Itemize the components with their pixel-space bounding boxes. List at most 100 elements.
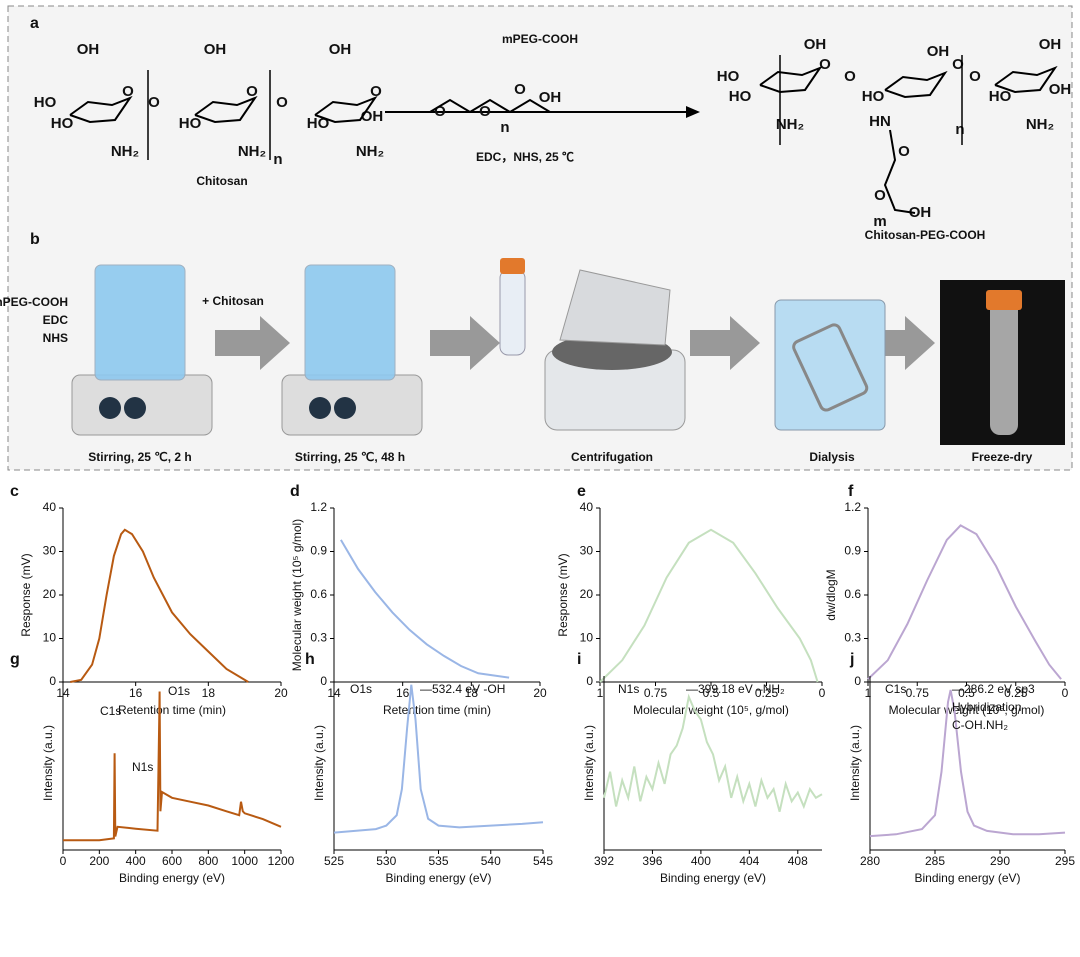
y-tick-label: 40 bbox=[43, 500, 57, 514]
centrifuge bbox=[499, 258, 686, 431]
x-axis-label: Binding energy (eV) bbox=[385, 871, 491, 885]
x-tick-label: 16 bbox=[396, 686, 410, 700]
y-tick-label: 1.2 bbox=[844, 500, 861, 514]
x-tick-label: 18 bbox=[465, 686, 479, 700]
data-line bbox=[333, 684, 544, 834]
data-line bbox=[869, 689, 1066, 838]
atom-label: HO bbox=[729, 88, 752, 105]
y-tick-label: 0 bbox=[320, 674, 327, 688]
x-axis-label: Molecular weight (10⁵, g/mol) bbox=[889, 703, 1045, 717]
atom-label: OH bbox=[361, 108, 384, 125]
y-tick-label: 0.9 bbox=[310, 544, 327, 558]
y-axis-label: Molecular weight (10⁵ g/mol) bbox=[290, 519, 304, 671]
atom-label: O bbox=[969, 68, 981, 85]
atom-label: n bbox=[500, 119, 509, 136]
x-tick-label: 545 bbox=[533, 854, 553, 868]
y-tick-label: 10 bbox=[580, 631, 594, 645]
data-line bbox=[70, 528, 249, 683]
atom-label: O bbox=[122, 83, 134, 100]
atom-label: O bbox=[844, 68, 856, 85]
atom-label: OH bbox=[804, 36, 827, 53]
x-tick-label: 396 bbox=[642, 854, 662, 868]
x-tick-label: 400 bbox=[691, 854, 711, 868]
annotation: N1s bbox=[618, 682, 639, 696]
atom-label: n bbox=[273, 151, 282, 168]
sugar-ring bbox=[994, 65, 1058, 94]
y-tick-label: 0.6 bbox=[844, 587, 861, 601]
y-tick-label: 20 bbox=[43, 587, 57, 601]
x-tick-label: 0.25 bbox=[755, 686, 779, 700]
y-axis-label: Intensity (a.u.) bbox=[848, 725, 862, 801]
reagent-label: EDC bbox=[43, 313, 69, 327]
panel-label: e bbox=[577, 483, 586, 500]
x-tick-label: 1000 bbox=[231, 854, 258, 868]
y-axis-label: Response (mV) bbox=[556, 553, 570, 636]
y-axis-label: Intensity (a.u.) bbox=[312, 725, 326, 801]
reactant-label: Chitosan bbox=[196, 174, 247, 188]
annotation: Hybridization bbox=[952, 700, 1021, 714]
panel-label: h bbox=[305, 651, 315, 668]
panel-label: d bbox=[290, 483, 300, 500]
x-tick-label: 404 bbox=[739, 854, 759, 868]
atom-label: NH₂ bbox=[111, 143, 139, 160]
y-tick-label: 0 bbox=[49, 674, 56, 688]
x-tick-label: 20 bbox=[533, 686, 547, 700]
panel-label: a bbox=[30, 15, 39, 32]
x-axis-label: Binding energy (eV) bbox=[119, 871, 225, 885]
y-tick-label: 10 bbox=[43, 631, 57, 645]
atom-label: OH bbox=[539, 89, 562, 106]
x-tick-label: 0.5 bbox=[958, 686, 975, 700]
x-tick-label: 535 bbox=[428, 854, 448, 868]
x-axis-label: Retention time (min) bbox=[118, 703, 226, 717]
x-tick-label: 20 bbox=[274, 686, 288, 700]
y-tick-label: 30 bbox=[580, 544, 594, 558]
x-tick-label: 0.25 bbox=[1004, 686, 1028, 700]
atom-label: O bbox=[514, 81, 526, 98]
atom-label: HO bbox=[862, 88, 885, 105]
y-tick-label: 0.3 bbox=[844, 631, 861, 645]
x-axis-label: Binding energy (eV) bbox=[914, 871, 1020, 885]
step-label: Freeze-dry bbox=[972, 450, 1033, 464]
atom-label: O bbox=[874, 187, 886, 204]
panel-label: g bbox=[10, 651, 20, 668]
atom-label: HO bbox=[307, 115, 330, 132]
atom-label: m bbox=[873, 213, 886, 230]
atom-label: HO bbox=[51, 115, 74, 132]
step-label: Stirring, 25 ℃, 2 h bbox=[88, 450, 192, 464]
x-tick-label: 530 bbox=[376, 854, 396, 868]
y-tick-label: 30 bbox=[43, 544, 57, 558]
x-tick-label: 540 bbox=[481, 854, 501, 868]
sugar-ring bbox=[194, 95, 258, 124]
atom-label: OH bbox=[909, 204, 932, 221]
y-tick-label: 0.3 bbox=[310, 631, 327, 645]
atom-label: n bbox=[955, 121, 964, 138]
y-tick-label: 0 bbox=[586, 674, 593, 688]
x-tick-label: 290 bbox=[990, 854, 1010, 868]
reagent-label: NHS bbox=[43, 331, 68, 345]
x-tick-label: 1 bbox=[597, 686, 604, 700]
annotation: —399.18 eV –NH₂ bbox=[686, 682, 785, 696]
panel-label: f bbox=[848, 483, 854, 500]
atom-label: NH₂ bbox=[776, 116, 804, 133]
x-tick-label: 295 bbox=[1055, 854, 1075, 868]
atom-label: HO bbox=[989, 88, 1012, 105]
atom-label: OH bbox=[329, 41, 352, 58]
arrow-head bbox=[686, 106, 700, 118]
peg-chain bbox=[883, 129, 916, 214]
x-axis-label: Molecular weight (10⁵, g/mol) bbox=[633, 703, 789, 717]
atom-label: O bbox=[898, 143, 910, 160]
x-tick-label: 1 bbox=[865, 686, 872, 700]
x-axis-label: Retention time (min) bbox=[383, 703, 491, 717]
freeze-dry-photo bbox=[940, 280, 1065, 445]
stirrer-2 bbox=[281, 264, 423, 436]
x-tick-label: 18 bbox=[202, 686, 216, 700]
peg-chain bbox=[429, 98, 551, 114]
atom-label: HO bbox=[179, 115, 202, 132]
x-tick-label: 392 bbox=[594, 854, 614, 868]
product-label: Chitosan-PEG-COOH bbox=[865, 228, 986, 242]
atom-label: O bbox=[148, 94, 160, 111]
data-line bbox=[340, 539, 510, 679]
x-tick-label: 600 bbox=[162, 854, 182, 868]
